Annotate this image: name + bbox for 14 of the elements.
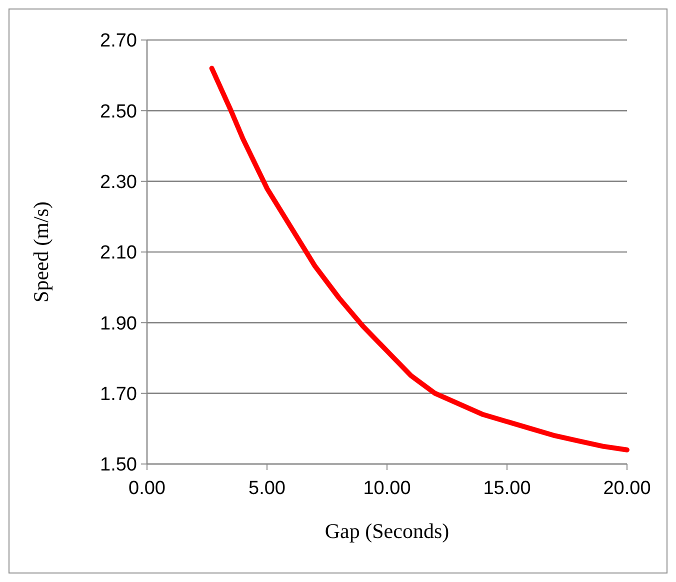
y-tick-label: 2.10	[100, 242, 137, 264]
y-tick-label: 2.70	[100, 30, 137, 52]
x-tick-label: 0.00	[128, 478, 166, 499]
x-tick-label: 15.00	[483, 478, 531, 499]
x-tick-label: 5.00	[248, 478, 286, 499]
x-tick-label: 20.00	[603, 478, 651, 499]
y-tick-label: 2.50	[100, 101, 137, 122]
y-tick-label: 1.50	[100, 454, 137, 476]
y-tick-label: 1.90	[100, 313, 137, 334]
y-tick-label: 1.70	[100, 384, 137, 405]
y-axis-title: Speed (m/s)	[29, 202, 53, 302]
y-tick-label: 2.30	[100, 172, 137, 193]
x-axis-title: Gap (Seconds)	[324, 519, 450, 543]
x-tick-label: 10.00	[363, 478, 411, 499]
